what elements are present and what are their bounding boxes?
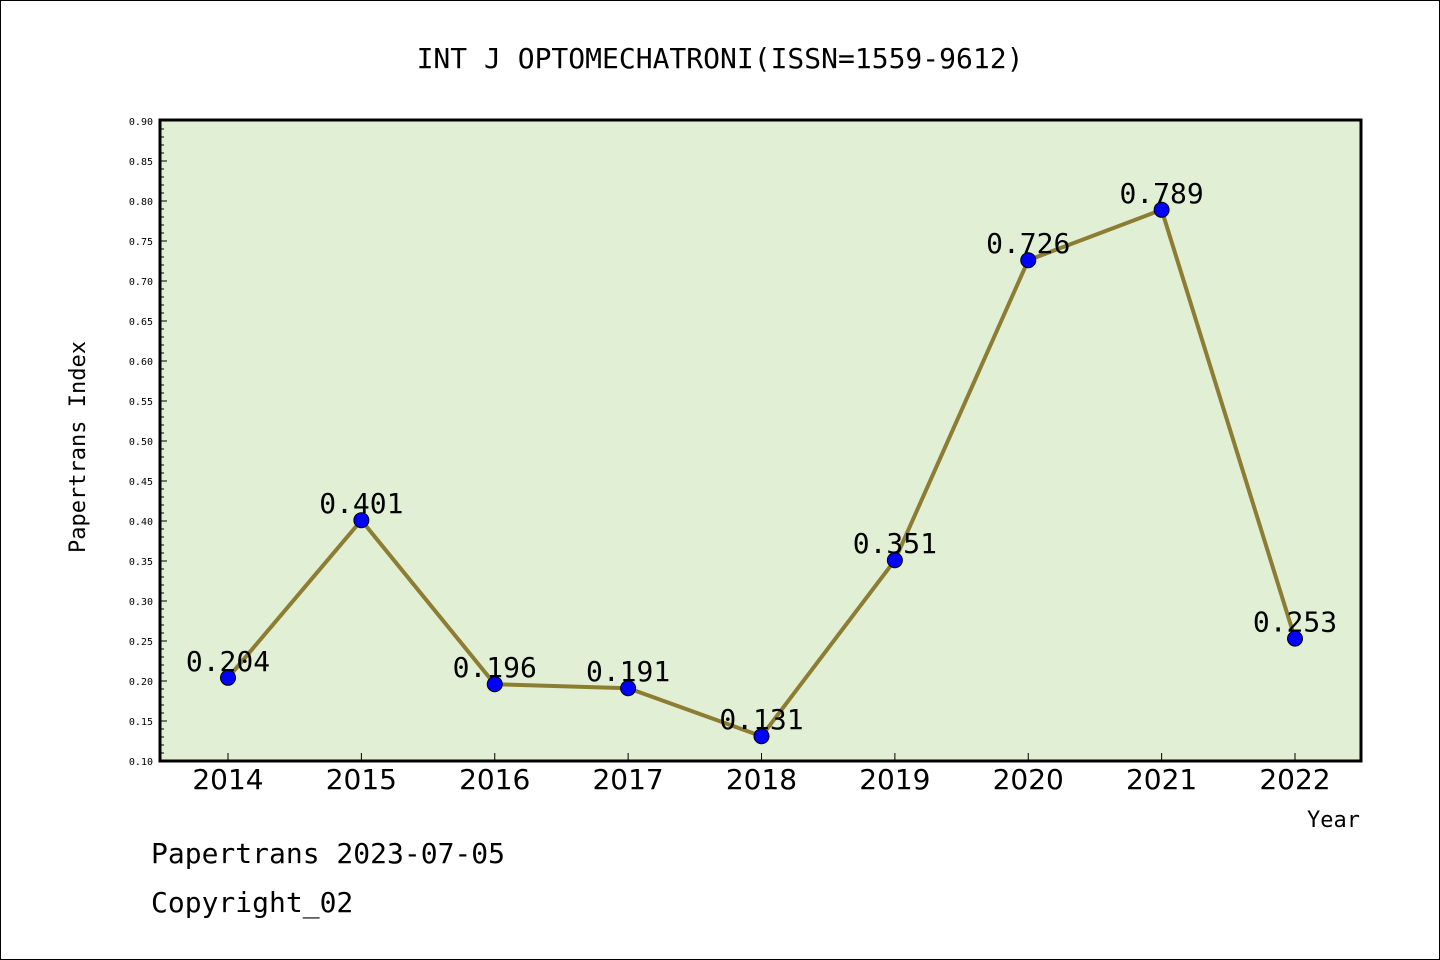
data-point	[1287, 630, 1303, 647]
y-tick-label: 0.65	[129, 317, 153, 328]
series-group: 0.204 0.401 0.196 0.191 0.131 0.351 0.726 0.789…	[186, 177, 1337, 745]
y-tick-label: 0.45	[129, 477, 153, 488]
data-label: 0.191	[586, 655, 670, 688]
x-tick-label: 2019	[859, 763, 930, 796]
data-label: 0.351	[853, 527, 937, 560]
x-tick-label: 2021	[1126, 763, 1197, 796]
x-tick-label: 2020	[993, 763, 1064, 796]
y-axis-label: Papertrans Index	[66, 341, 91, 553]
y-tick-label: 0.35	[129, 557, 153, 568]
x-tick-label: 2022	[1259, 763, 1330, 796]
y-tick-label: 0.80	[129, 197, 153, 208]
data-label: 0.196	[453, 651, 537, 684]
data-point	[353, 512, 370, 529]
y-tick-label: 0.75	[129, 237, 153, 248]
data-point	[1153, 201, 1170, 218]
data-point	[886, 552, 903, 569]
x-tick-label: 2018	[726, 763, 797, 796]
y-tick-label: 0.70	[129, 277, 153, 288]
data-point	[220, 669, 236, 686]
y-tick-label: 0.15	[129, 717, 153, 728]
y-tick-label: 0.50	[129, 437, 153, 448]
y-axis: 0.10 0.15 0.20 0.25 0.30 0.35 0.40 0.45 0.50 0.55…	[129, 117, 167, 768]
chart-title: INT J OPTOMECHATRONI(ISSN=1559-9612)	[417, 42, 1024, 75]
y-tick-label: 0.90	[129, 117, 153, 128]
y-tick-label: 0.60	[129, 357, 153, 368]
data-label: 0.726	[986, 227, 1070, 260]
footer-date-line: Papertrans 2023-07-05	[151, 837, 506, 870]
y-tick-label: 0.20	[129, 677, 153, 688]
y-tick-label: 0.30	[129, 597, 153, 608]
x-tick-label: 2014	[192, 763, 263, 796]
y-tick-label: 0.10	[129, 757, 153, 768]
data-label: 0.204	[186, 645, 270, 678]
data-label: 0.401	[319, 487, 403, 520]
data-point	[1020, 252, 1037, 269]
data-point	[620, 680, 637, 697]
data-point	[753, 728, 770, 745]
data-label: 0.789	[1119, 177, 1203, 210]
plot-area	[158, 118, 1363, 763]
x-tick-label: 2015	[326, 763, 397, 796]
data-point	[486, 676, 503, 693]
footer-copyright: Copyright_02	[151, 886, 354, 919]
y-tick-label: 0.25	[129, 637, 153, 648]
data-label: 0.253	[1253, 606, 1337, 639]
x-tick-label: 2016	[459, 763, 530, 796]
y-tick-label: 0.40	[129, 517, 153, 528]
y-tick-label: 0.85	[129, 157, 153, 168]
x-axis-label: Year	[1307, 808, 1360, 833]
data-label: 0.131	[719, 703, 803, 736]
y-tick-label: 0.55	[129, 397, 153, 408]
x-axis: 2014 2015 2016 2017 2018 2019 2020 2021 2022	[192, 753, 1331, 796]
x-tick-label: 2017	[592, 763, 663, 796]
